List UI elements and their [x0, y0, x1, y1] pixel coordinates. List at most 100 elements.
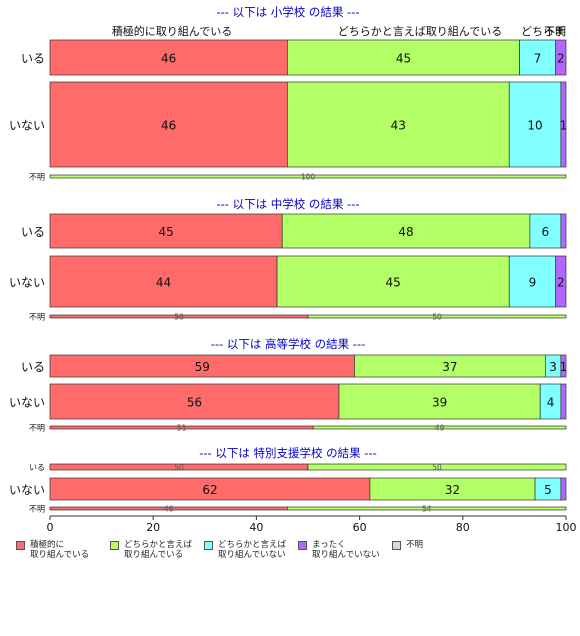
x-tick-label-5: 80 — [456, 521, 470, 534]
bar-label-4-1-2: 50 — [432, 463, 442, 472]
bar-label-2-2-3: 9 — [529, 276, 537, 290]
panel-title-3: --- 以下は 高等学校 の結果 --- — [211, 337, 366, 351]
bar-2-2-3 — [508, 255, 557, 308]
header-label-4: 不明 — [544, 25, 566, 38]
bar-2-2-4 — [555, 255, 567, 308]
legend-label-5: 不明 — [406, 540, 424, 550]
legend-swatch-5 — [392, 541, 401, 550]
bar-4-2-4 — [560, 477, 567, 501]
bar-label-2-1-1: 45 — [158, 225, 173, 239]
header-label-1: 積極的に取り組んでいる — [112, 24, 232, 38]
x-tick-label-4: 60 — [353, 521, 367, 534]
legend-swatch-1 — [16, 541, 25, 550]
bar-2-1-4 — [560, 213, 567, 249]
bar-label-1-1-1: 46 — [161, 52, 176, 66]
bar-label-2-3-2: 50 — [432, 313, 442, 322]
bar-3-1-4 — [560, 354, 567, 378]
bar-label-4-3-1: 46 — [164, 505, 174, 514]
bar-label-2-2-2: 45 — [385, 276, 400, 290]
bar-label-4-2-1: 62 — [202, 483, 217, 497]
bar-label-4-2-3: 5 — [544, 483, 552, 497]
bar-2-2-2 — [276, 255, 510, 308]
bar-1-3-2 — [49, 174, 567, 179]
header-label-2: どちらかと言えば取り組んでいる — [338, 25, 502, 38]
legend-item-1: 積極的に 取り組んでいる — [8, 540, 102, 560]
bar-label-2-2-1: 44 — [156, 276, 171, 290]
row-label-1-1: いる — [21, 52, 45, 66]
legend-item-5: 不明 — [384, 540, 478, 560]
bar-label-1-1-3: 7 — [534, 52, 542, 66]
bar-2-1-1 — [49, 213, 283, 249]
bar-3-3-2 — [312, 425, 567, 430]
bar-2-1-2 — [281, 213, 531, 249]
bar-3-2-2 — [338, 383, 541, 420]
bar-label-1-2-4: 1 — [560, 119, 568, 133]
legend-label-4: まったく 取り組んでいない — [312, 540, 380, 560]
bar-label-2-1-2: 48 — [398, 225, 413, 239]
bar-label-3-2-2: 39 — [432, 396, 447, 410]
x-tick-label-6: 100 — [556, 521, 577, 534]
bar-label-4-2-2: 32 — [445, 483, 460, 497]
legend-label-1: 積極的に 取り組んでいる — [30, 540, 90, 560]
header-label-3: どちらま — [521, 25, 565, 38]
bar-3-2-1 — [49, 383, 340, 420]
x-tick-label-2: 20 — [146, 521, 160, 534]
bar-3-2-4 — [560, 383, 567, 420]
row-label-2-1: いる — [21, 225, 45, 239]
bar-label-3-1-1: 59 — [195, 360, 210, 374]
bar-label-1-2-1: 46 — [161, 119, 176, 133]
bar-1-1-4 — [555, 39, 567, 76]
legend-swatch-4 — [298, 541, 307, 550]
panel-title-1: --- 以下は 小学校 の結果 --- — [216, 5, 359, 19]
bar-1-1-2 — [287, 39, 520, 76]
bar-1-2-1 — [49, 81, 288, 168]
bar-4-3-2 — [287, 506, 567, 511]
bar-label-4-1-1: 50 — [174, 463, 184, 472]
bar-4-1-2 — [307, 463, 567, 471]
x-tick-label-1: 0 — [47, 521, 54, 534]
row-label-2-2: いない — [9, 276, 45, 290]
panel-title-4: --- 以下は 特別支援学校 の結果 --- — [199, 446, 377, 460]
legend-item-4: まったく 取り組んでいない — [290, 540, 384, 560]
bar-label-1-3-2: 100 — [301, 173, 316, 182]
legend-item-3: どちらかと言えば 取り組んでいない — [196, 540, 290, 560]
bar-1-2-3 — [508, 81, 562, 168]
bar-label-3-3-2: 49 — [435, 424, 445, 433]
legend-swatch-3 — [204, 541, 213, 550]
bar-label-3-1-4: 1 — [560, 360, 568, 374]
panel-title-2: --- 以下は 中学校 の結果 --- — [216, 197, 359, 211]
bar-label-4-3-2: 54 — [422, 505, 432, 514]
row-label-3-3: 不明 — [29, 424, 45, 433]
row-label-4-3: 不明 — [29, 505, 45, 514]
bar-label-3-3-1: 51 — [177, 424, 187, 433]
legend-label-2: どちらかと言えば 取り組んでいる — [124, 540, 193, 560]
legend: 積極的に 取り組んでいる どちらかと言えば 取り組んでいる どちらかと言えば 取… — [8, 540, 478, 560]
row-label-2-3: 不明 — [29, 313, 45, 322]
bar-label-2-2-4: 2 — [557, 276, 565, 290]
legend-item-2: どちらかと言えば 取り組んでいる — [102, 540, 196, 560]
row-label-3-2: いない — [9, 396, 45, 410]
bar-label-2-1-3: 6 — [542, 225, 550, 239]
row-label-4-1: いる — [29, 463, 45, 472]
bar-1-2-4 — [560, 81, 567, 168]
legend-swatch-2 — [110, 541, 119, 550]
row-label-4-2: いない — [9, 483, 45, 497]
row-label-1-2: いない — [9, 119, 45, 133]
bar-label-1-1-2: 45 — [396, 52, 411, 66]
bar-label-1-1-4: 2 — [557, 52, 565, 66]
bar-label-3-1-3: 3 — [549, 360, 557, 374]
bar-label-1-2-2: 43 — [391, 119, 406, 133]
bar-label-3-2-1: 56 — [187, 396, 202, 410]
bar-label-2-3-1: 50 — [174, 313, 184, 322]
row-label-3-1: いる — [21, 360, 45, 374]
bar-label-3-1-2: 37 — [442, 360, 457, 374]
bar-1-2-2 — [287, 81, 510, 168]
x-tick-label-3: 40 — [249, 521, 263, 534]
bar-2-3-2 — [307, 314, 567, 319]
legend-label-3: どちらかと言えば 取り組んでいない — [218, 540, 287, 560]
bar-label-3-2-3: 4 — [547, 396, 555, 410]
bar-2-2-1 — [49, 255, 278, 308]
row-label-1-3: 不明 — [29, 173, 45, 182]
bar-label-1-2-3: 10 — [527, 119, 542, 133]
